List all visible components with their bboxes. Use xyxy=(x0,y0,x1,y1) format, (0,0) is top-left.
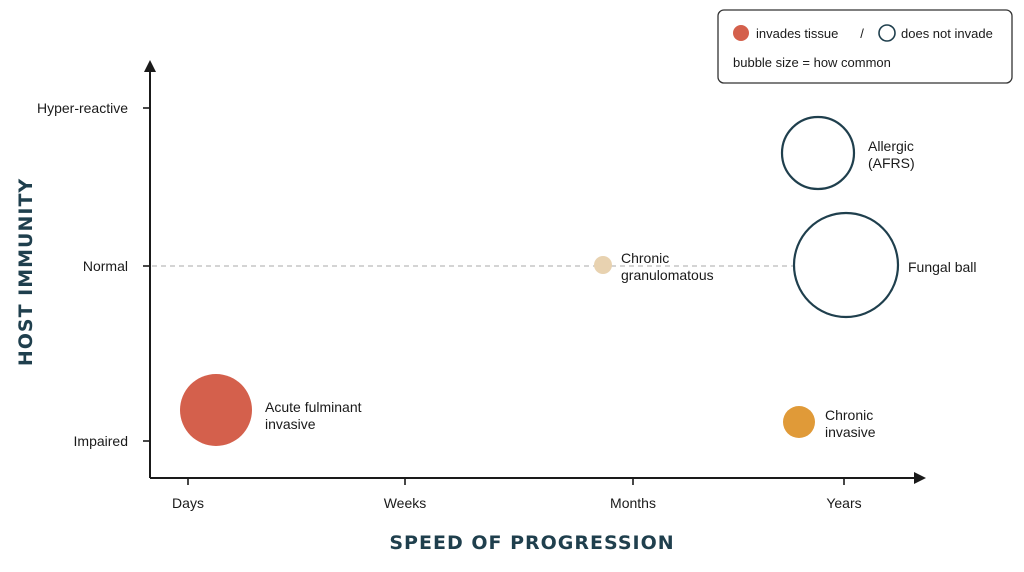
legend-filled-swatch xyxy=(733,25,749,41)
legend: invades tissue / does not invade bubble … xyxy=(717,9,1013,84)
y-axis-title: HOST IMMUNITY xyxy=(15,178,37,366)
bubble-point xyxy=(594,256,612,274)
x-tick-label: Months xyxy=(610,495,656,511)
legend-outline-swatch xyxy=(878,24,896,42)
x-axis-title: SPEED OF PROGRESSION xyxy=(389,532,674,554)
bubble-point xyxy=(780,115,856,191)
legend-box xyxy=(717,9,1013,84)
legend-outline-label: does not invade xyxy=(901,26,993,41)
bubble-label: Chronic xyxy=(825,407,873,423)
x-tick-label: Years xyxy=(826,495,861,511)
y-axis-arrow xyxy=(144,60,156,72)
legend-separator: / xyxy=(860,26,864,41)
bubble-point xyxy=(180,374,252,446)
bubble-label: granulomatous xyxy=(621,267,714,283)
bubble-label: invasive xyxy=(825,424,876,440)
bubble-label: (AFRS) xyxy=(868,155,915,171)
x-tick-label: Weeks xyxy=(384,495,427,511)
bubble-point xyxy=(792,211,900,319)
bubble-label: Chronic xyxy=(621,250,669,266)
bubble-point xyxy=(783,406,815,438)
bubble-label: Acute fulminant xyxy=(265,399,362,415)
legend-filled-label: invades tissue xyxy=(756,26,838,41)
y-tick-label: Hyper-reactive xyxy=(37,100,128,116)
y-tick-label: Normal xyxy=(83,258,128,274)
x-tick-label: Days xyxy=(172,495,204,511)
x-axis-arrow xyxy=(914,472,926,484)
bubble-label: Allergic xyxy=(868,138,914,154)
bubble-label: invasive xyxy=(265,416,316,432)
bubble-label: Fungal ball xyxy=(908,259,977,275)
legend-size-note: bubble size = how common xyxy=(733,55,891,70)
y-tick-label: Impaired xyxy=(74,433,128,449)
